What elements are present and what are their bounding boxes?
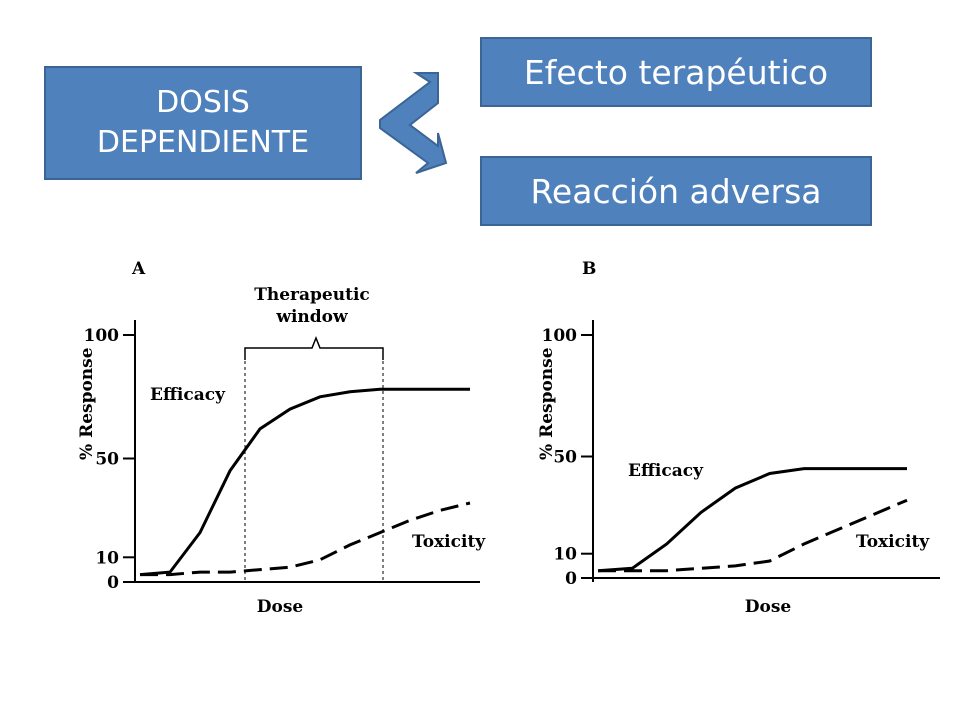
y-tick-label: 50 [95, 450, 119, 470]
efficacy-label: Efficacy [150, 385, 226, 405]
window-label-line1: Therapeutic [254, 285, 370, 305]
toxicity-label: Toxicity [412, 532, 486, 552]
y-tick-label: 100 [84, 326, 120, 346]
y-tick-label: 10 [95, 548, 119, 568]
dosis-dependiente-box: DOSIS DEPENDIENTE [44, 66, 362, 180]
panel-label-b: B [582, 259, 596, 279]
panel-label-a: A [131, 259, 146, 279]
series-efficacy [597, 467, 907, 573]
arrow-shape [379, 72, 448, 174]
series-toxicity [598, 498, 908, 573]
reaccion-adversa-box: Reacción adversa [480, 156, 872, 226]
window-bracket [244, 335, 384, 360]
dosis-label-line2: DEPENDIENTE [96, 125, 310, 160]
y-tick-label: 0 [565, 569, 577, 589]
y-tick-label: 50 [553, 448, 577, 468]
dosis-label-line1: DOSIS [156, 85, 250, 120]
bent-double-arrow-icon [379, 72, 448, 174]
y-ticks: 0 10 50 100 [84, 326, 135, 593]
chart-a: A 0 10 50 100 % Response Dose Therapeutic w… [77, 259, 486, 617]
y-axis-label: % Response [537, 347, 557, 460]
x-axis-label: Dose [745, 597, 792, 617]
chart-b: B 0 10 50 100 % Response Dose Efficacy Toxi… [537, 259, 940, 617]
series-efficacy [139, 387, 470, 577]
y-tick-label: 100 [542, 326, 578, 346]
efecto-terapeutico-box: Efecto terapéutico [480, 37, 872, 107]
y-tick-label: 0 [107, 573, 119, 593]
x-axis-label: Dose [257, 597, 304, 617]
series-toxicity [140, 501, 471, 577]
y-tick-label: 10 [553, 545, 577, 565]
efecto-label: Efecto terapéutico [523, 52, 829, 92]
efficacy-label: Efficacy [628, 461, 704, 481]
window-label-line2: window [275, 307, 348, 327]
y-axis-label: % Response [77, 347, 97, 460]
y-ticks: 0 10 50 100 [542, 326, 593, 589]
reaccion-label: Reacción adversa [530, 171, 822, 211]
toxicity-label: Toxicity [856, 532, 930, 552]
